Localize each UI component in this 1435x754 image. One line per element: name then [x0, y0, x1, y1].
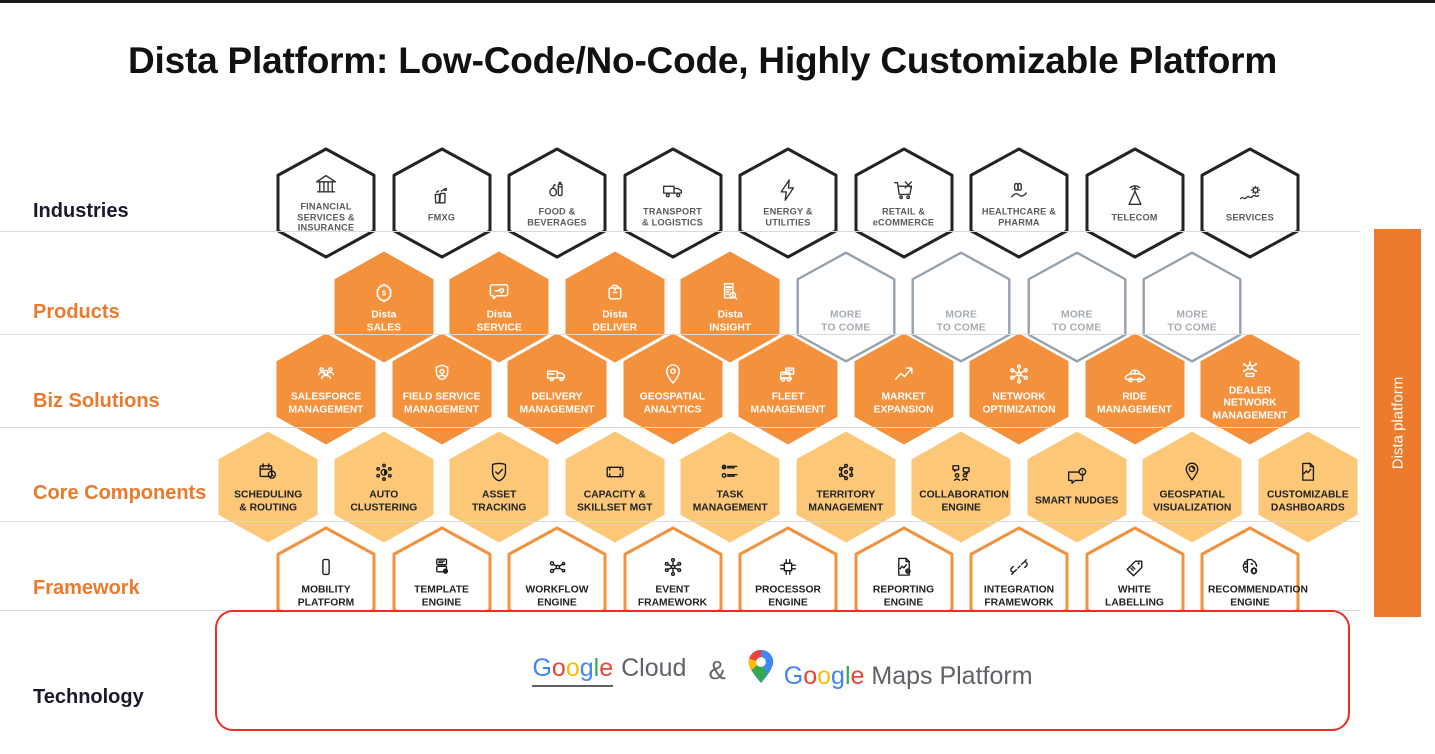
- svg-text:1: 1: [1081, 470, 1084, 475]
- svg-text:$: $: [382, 289, 387, 298]
